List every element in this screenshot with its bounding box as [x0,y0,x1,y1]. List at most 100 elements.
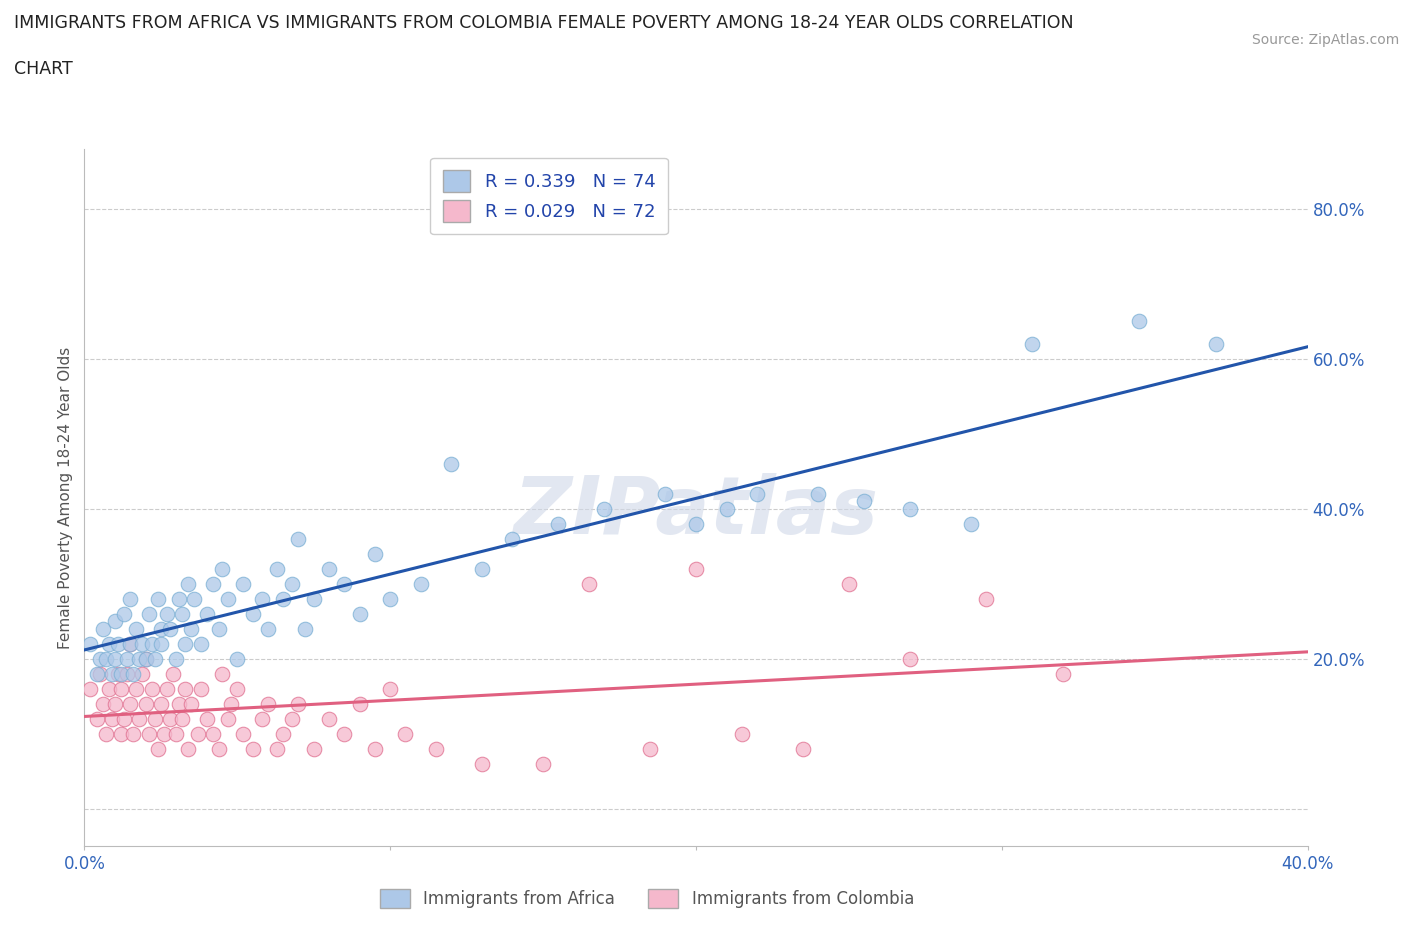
Point [232,726,254,741]
Point [91,697,114,711]
Point [190,682,212,697]
Point [638,741,661,756]
Point [226,682,249,697]
Point [97,682,120,697]
Point [211,562,233,577]
Point [807,486,830,501]
Point [104,614,127,629]
Point [250,591,273,606]
Text: ZIPatlas: ZIPatlas [513,472,879,551]
Point [159,621,181,636]
Point [960,516,983,531]
Point [716,501,738,516]
Point [112,606,135,621]
Point [531,756,554,771]
Point [122,726,145,741]
Point [104,651,127,666]
Point [502,531,524,546]
Point [349,606,371,621]
Point [110,667,132,682]
Point [190,636,212,651]
Point [211,667,233,682]
Point [153,726,176,741]
Point [135,651,157,666]
Point [257,697,280,711]
Point [172,606,194,621]
Point [409,577,432,591]
Point [135,697,157,711]
Legend: Immigrants from Africa, Immigrants from Colombia: Immigrants from Africa, Immigrants from … [373,883,921,915]
Point [143,651,166,666]
Point [141,636,163,651]
Point [165,651,187,666]
Point [174,636,197,651]
Point [135,651,157,666]
Point [266,562,288,577]
Point [1021,337,1043,352]
Point [120,697,142,711]
Y-axis label: Female Poverty Among 18-24 Year Olds: Female Poverty Among 18-24 Year Olds [58,347,73,649]
Point [217,711,239,726]
Point [149,697,172,711]
Point [578,577,600,591]
Point [138,606,160,621]
Point [120,591,142,606]
Point [364,741,387,756]
Point [131,667,153,682]
Point [747,486,769,501]
Point [219,697,242,711]
Point [122,667,145,682]
Point [976,591,998,606]
Point [266,741,288,756]
Point [593,501,616,516]
Point [125,682,148,697]
Point [86,711,108,726]
Point [79,682,101,697]
Point [349,697,371,711]
Point [107,667,129,682]
Point [201,726,224,741]
Point [112,711,135,726]
Point [242,741,264,756]
Point [425,741,447,756]
Point [654,486,676,501]
Point [302,591,325,606]
Point [125,621,148,636]
Point [898,651,921,666]
Point [149,636,172,651]
Point [177,577,200,591]
Point [128,711,150,726]
Point [180,621,202,636]
Point [281,711,304,726]
Point [101,667,124,682]
Point [226,651,249,666]
Point [731,726,754,741]
Point [159,711,181,726]
Point [318,711,340,726]
Point [271,726,294,741]
Point [162,667,184,682]
Point [156,606,179,621]
Point [471,756,494,771]
Point [257,621,280,636]
Point [172,711,194,726]
Text: IMMIGRANTS FROM AFRICA VS IMMIGRANTS FROM COLOMBIA FEMALE POVERTY AMONG 18-24 YE: IMMIGRANTS FROM AFRICA VS IMMIGRANTS FRO… [14,14,1074,32]
Point [792,741,814,756]
Point [167,591,190,606]
Point [287,697,309,711]
Point [318,562,340,577]
Point [364,546,387,561]
Point [149,621,172,636]
Point [287,531,309,546]
Point [838,577,860,591]
Point [101,711,124,726]
Point [294,621,316,636]
Point [115,667,138,682]
Point [110,726,132,741]
Point [1205,337,1227,352]
Point [208,741,231,756]
Point [333,577,356,591]
Point [195,606,218,621]
Point [271,591,294,606]
Point [394,726,416,741]
